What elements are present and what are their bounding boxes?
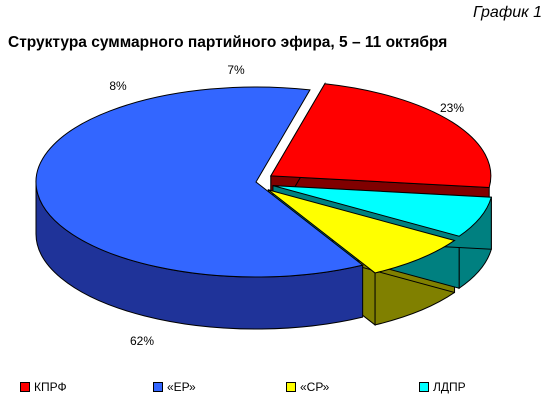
label-er: 62% xyxy=(130,334,154,348)
slice-er-top xyxy=(35,86,364,278)
legend-item-er: «ЕР» xyxy=(153,380,286,394)
label-ldpr: 7% xyxy=(227,63,245,77)
legend-label: «СР» xyxy=(300,380,330,394)
legend-item-sr: «СР» xyxy=(286,380,419,394)
legend-label: «ЕР» xyxy=(167,380,196,394)
figure-caption: График 1 xyxy=(473,4,542,21)
legend-item-ldpr: ЛДПР xyxy=(419,380,550,394)
slice-sr-top xyxy=(268,189,456,274)
chart-title: Структура суммарного партийного эфира, 5… xyxy=(8,34,448,51)
legend-label: КПРФ xyxy=(34,380,67,394)
label-kprf: 23% xyxy=(440,101,464,115)
label-sr: 8% xyxy=(109,79,127,93)
legend-label: ЛДПР xyxy=(433,380,466,394)
legend-swatch xyxy=(20,382,30,392)
legend-swatch xyxy=(153,382,163,392)
legend: КПРФ «ЕР» «СР» ЛДПР xyxy=(20,380,550,394)
slice-ldpr-top xyxy=(272,185,492,237)
pie-chart: 23% 62% 8% 7% xyxy=(35,63,492,348)
legend-item-kprf: КПРФ xyxy=(20,380,153,394)
legend-swatch xyxy=(286,382,296,392)
legend-swatch xyxy=(419,382,429,392)
slice-kprf-top xyxy=(270,83,492,188)
